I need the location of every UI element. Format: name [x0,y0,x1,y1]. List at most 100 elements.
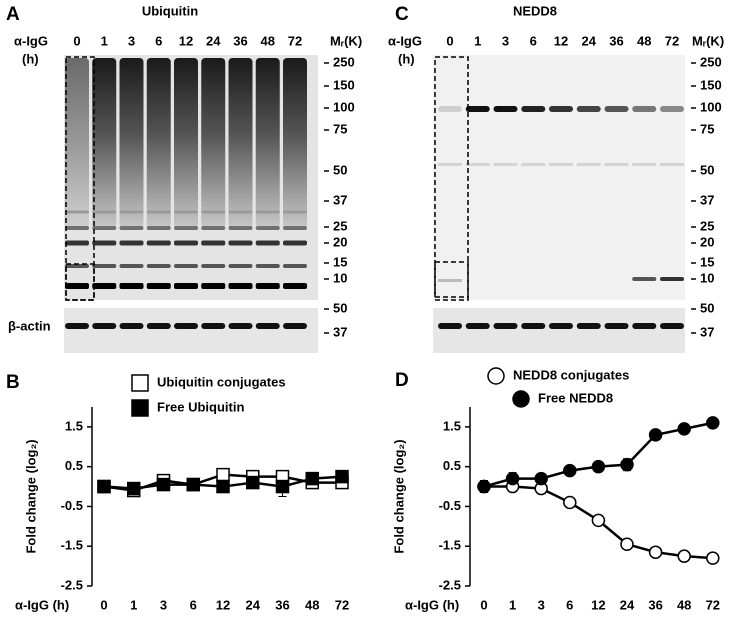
smear [174,58,198,228]
band [255,283,280,289]
lane-label: 6 [530,33,537,48]
band [549,323,573,329]
band [283,264,307,268]
data-point [186,477,200,492]
data-point [620,537,634,551]
blot-x-label: α-IgG [388,33,422,48]
x-tick-label: 1 [509,597,516,612]
data-point [216,479,230,494]
x-tick-label: 48 [677,597,691,612]
data-point [505,471,520,486]
mr-label: 37 [333,192,347,207]
band [65,210,89,214]
blot-title: Ubiquitin [142,3,198,18]
band [65,226,89,230]
band [201,240,226,246]
mr-label: 150 [333,77,355,92]
blot-x-label: α-IgG [14,33,48,48]
band [92,323,117,329]
smear [65,58,89,228]
panel-label: D [395,370,409,391]
y-tick-label: 0.5 [65,458,83,473]
legend-label: NEDD8 conjugates [513,367,629,382]
smear [255,58,280,228]
dashed-box [434,56,469,301]
data-point [677,422,691,436]
band [660,323,684,329]
band [283,283,307,289]
band [174,264,198,268]
band [283,323,307,329]
lane-label: 24 [206,33,221,48]
mr-label: 100 [700,99,722,114]
lane-label: 72 [288,33,302,48]
band [228,226,253,230]
y-tick-label: -0.5 [61,498,83,513]
mr-label: 37 [700,324,714,339]
band [660,277,684,281]
data-point [620,457,634,472]
band [146,226,171,230]
band [65,264,89,268]
mr-label: 150 [700,77,722,92]
dashed-box [65,56,95,301]
band [660,163,684,166]
band [201,264,226,268]
band [632,163,657,166]
band [174,240,198,246]
y-tick-label: -2.5 [61,577,83,592]
band [438,163,462,166]
mr-label: 37 [333,324,347,339]
panel-label: B [6,372,20,393]
smear [92,58,117,228]
blot-title: NEDD8 [513,3,557,18]
legend-marker [131,399,149,417]
band [660,106,684,112]
band [549,163,573,166]
x-axis-label: α-IgG (h) [405,597,459,612]
smear [283,58,307,228]
data-point [563,463,577,478]
data-point [477,479,491,494]
mr-label: 50 [700,162,714,177]
band [146,210,171,214]
legend-label: Ubiquitin conjugates [157,374,286,389]
mr-label: Mᵣ(K) [692,33,724,48]
x-tick-label: 72 [335,597,349,612]
panel-label: A [6,4,20,25]
x-tick-label: 12 [216,597,230,612]
y-axis-label: Fold change (log₂) [23,439,38,553]
data-point [706,416,720,430]
band [201,283,226,289]
band [521,106,546,112]
mr-label: 20 [700,234,714,249]
legend-label: Free NEDD8 [538,390,613,405]
data-point [706,551,720,565]
blot-x-unit: (h) [22,51,39,66]
data-point [127,481,141,496]
x-tick-label: 48 [305,597,319,612]
data-point [335,469,349,484]
band [493,163,518,166]
data-point [648,545,663,559]
band [493,323,518,329]
band [465,106,490,112]
band [146,283,171,289]
band [146,240,171,246]
x-tick-label: 24 [246,597,261,612]
mr-label: 50 [333,162,347,177]
x-axis-label: α-IgG (h) [15,597,69,612]
band [201,226,226,230]
band [119,264,144,268]
x-tick-label: 0 [100,597,107,612]
y-tick-label: -1.5 [61,538,83,553]
lane-label: 12 [179,33,193,48]
lane-label: 48 [261,33,275,48]
band [521,323,546,329]
data-point [591,459,606,474]
band [174,283,198,289]
band [146,264,171,268]
band [65,240,89,246]
y-tick-label: 0.5 [443,458,461,473]
band [632,323,657,329]
